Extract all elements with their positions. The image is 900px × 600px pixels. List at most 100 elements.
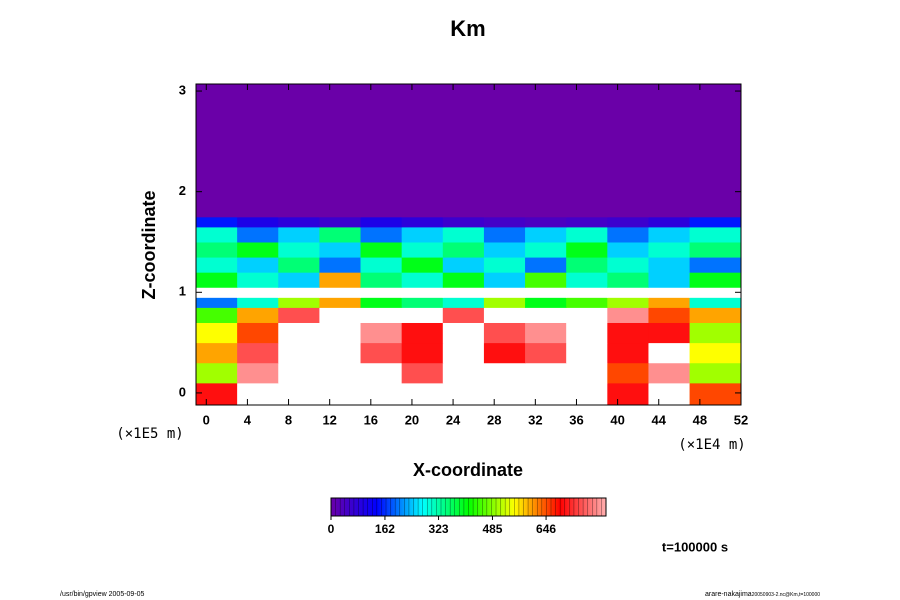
- cell: [689, 382, 742, 406]
- cell: [401, 322, 444, 344]
- cell: [648, 241, 691, 258]
- cell: [525, 216, 567, 228]
- y-tick-label: 1: [179, 284, 186, 299]
- y-axis-label: Z-coordinate: [139, 190, 159, 299]
- cell: [483, 382, 526, 406]
- cell: [566, 84, 608, 193]
- cell: [442, 297, 485, 308]
- cell: [607, 84, 649, 193]
- cell: [196, 307, 238, 323]
- cell: [689, 226, 742, 243]
- cell: [319, 226, 362, 243]
- x-tick-label: 16: [364, 412, 378, 427]
- cell: [401, 362, 444, 384]
- cell: [401, 382, 444, 406]
- cell: [648, 382, 691, 406]
- colorbar-tick-label: 485: [482, 522, 502, 536]
- cell: [525, 257, 567, 273]
- cell: [648, 272, 691, 288]
- cell: [689, 322, 742, 344]
- cell: [689, 362, 742, 384]
- cell: [483, 287, 526, 298]
- cell: [566, 216, 608, 228]
- cell: [689, 287, 742, 298]
- cell: [319, 382, 362, 406]
- footer-right: arare-nakajima20050903-2.nc@Km,t=100000: [705, 591, 820, 598]
- footer-right-sub: 20050903-2.nc@Km,t=100000: [752, 592, 821, 598]
- cell: [566, 382, 608, 406]
- cell: [566, 322, 608, 344]
- cell: [607, 297, 649, 308]
- cell: [237, 342, 279, 364]
- cell: [278, 297, 320, 308]
- cell: [648, 297, 691, 308]
- cell: [566, 342, 608, 364]
- y-tick-label: 2: [179, 183, 186, 198]
- cell: [360, 216, 403, 228]
- cell: [196, 257, 238, 273]
- cell: [566, 257, 608, 273]
- cell: [607, 342, 649, 364]
- cell: [401, 297, 444, 308]
- cell: [525, 342, 567, 364]
- cell: [525, 84, 567, 193]
- cell: [607, 241, 649, 258]
- cell: [237, 307, 279, 323]
- cell: [196, 382, 238, 406]
- cell: [525, 287, 567, 298]
- cell: [442, 382, 485, 406]
- cell: [196, 216, 238, 228]
- cell: [401, 191, 444, 218]
- cell: [483, 322, 526, 344]
- cell: [483, 241, 526, 258]
- cell: [196, 287, 238, 298]
- cell: [278, 382, 320, 406]
- cell: [278, 342, 320, 364]
- cell: [442, 257, 485, 273]
- cell: [319, 84, 362, 193]
- cell: [319, 322, 362, 344]
- cell: [442, 272, 485, 288]
- cell: [525, 226, 567, 243]
- cell: [401, 216, 444, 228]
- colorbar-tick-label: 0: [328, 522, 335, 536]
- cell: [319, 307, 362, 323]
- x-tick-label: 32: [528, 412, 542, 427]
- cell: [525, 272, 567, 288]
- cell: [566, 287, 608, 298]
- cell: [607, 272, 649, 288]
- cell: [278, 272, 320, 288]
- cell: [196, 272, 238, 288]
- annotation: t=100000 s: [662, 539, 728, 554]
- cell: [278, 226, 320, 243]
- x-tick-label: 44: [652, 412, 667, 427]
- cell: [237, 287, 279, 298]
- cell: [442, 84, 485, 193]
- cell: [566, 362, 608, 384]
- cell: [648, 362, 691, 384]
- cell: [360, 241, 403, 258]
- x-tick-label: 40: [610, 412, 624, 427]
- cell: [237, 216, 279, 228]
- cell: [196, 241, 238, 258]
- cell: [566, 241, 608, 258]
- cell: [442, 216, 485, 228]
- cell: [525, 362, 567, 384]
- cell: [360, 226, 403, 243]
- cell: [319, 287, 362, 298]
- cell: [566, 297, 608, 308]
- x-unit: (×1E4 m): [678, 437, 745, 453]
- cell: [278, 287, 320, 298]
- cell: [319, 342, 362, 364]
- cell: [278, 362, 320, 384]
- cell: [566, 272, 608, 288]
- cell: [607, 257, 649, 273]
- colorbar-tick-label: 323: [429, 522, 449, 536]
- plot-frame: [195, 83, 742, 406]
- cell: [196, 362, 238, 384]
- chart-title: Km: [450, 16, 485, 41]
- cell: [648, 191, 691, 218]
- footer-left: /usr/bin/gpview 2005-09-05: [60, 591, 145, 598]
- cell: [483, 191, 526, 218]
- cell: [319, 257, 362, 273]
